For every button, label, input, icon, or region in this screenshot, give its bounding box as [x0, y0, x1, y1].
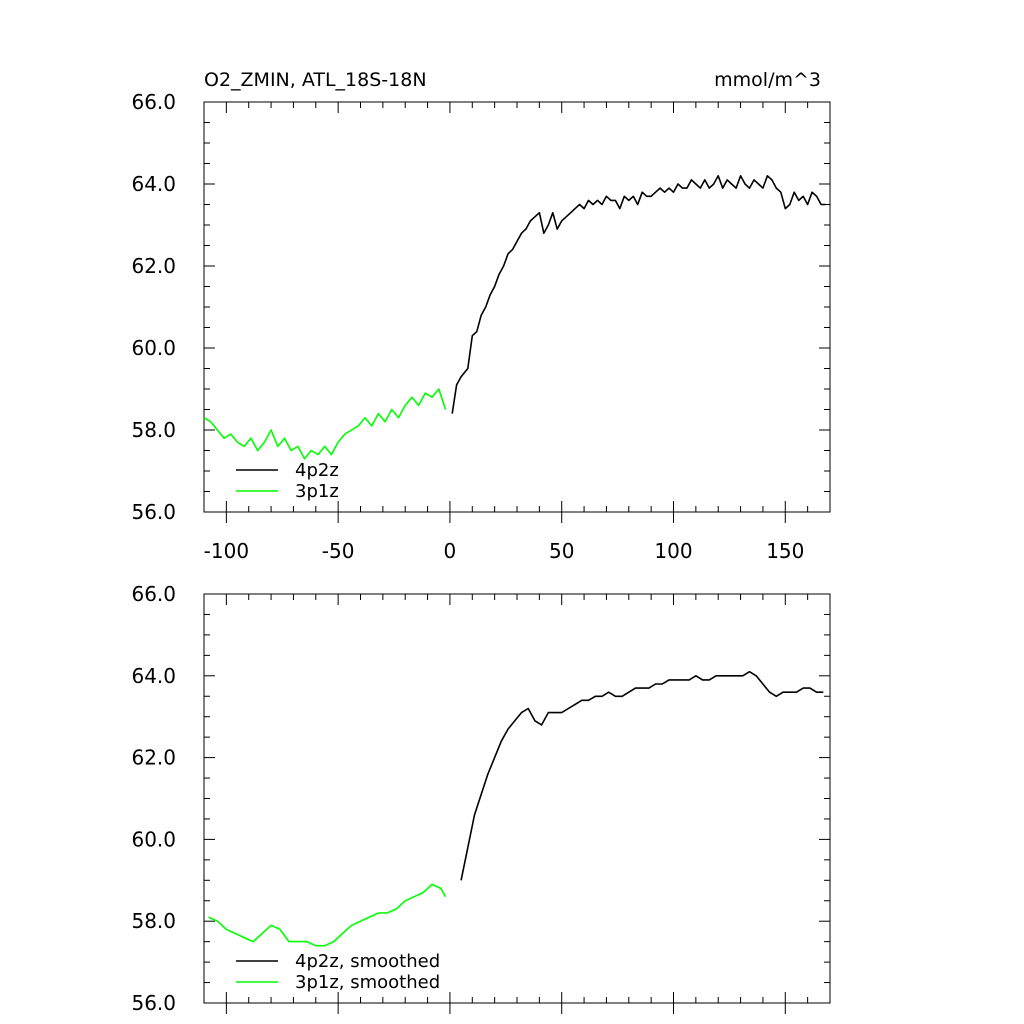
x-tick-label: 0	[444, 539, 457, 563]
y-tick-label: 62.0	[131, 254, 176, 278]
y-tick-label: 66.0	[131, 582, 176, 606]
bottom-panel: 56.0 58.0 60.0 62.0 64.0 66.0 4p2z, smoothed3p…	[131, 582, 831, 1015]
y-tick-label: 56.0	[131, 991, 176, 1015]
legend-label: 3p1z, smoothed	[295, 972, 440, 993]
x-tick-label: 50	[549, 539, 574, 563]
y-tick-label: 58.0	[131, 418, 176, 442]
series-line-3p1z	[208, 883, 447, 947]
y-tick-label: 64.0	[131, 664, 176, 688]
y-tick-label: 62.0	[131, 746, 176, 770]
legend-label: 3p1z	[295, 481, 339, 502]
x-tick-label: -50	[322, 539, 355, 563]
y-tick-label: 56.0	[131, 500, 176, 524]
top-panel: 56.0 58.0 60.0 62.0 64.0 66.0 -100 -50 0 50 100 150…	[131, 90, 831, 563]
series-line-4p2z	[451, 175, 826, 414]
y-tick-label: 66.0	[131, 90, 176, 114]
series-line-4p2z	[460, 670, 824, 881]
y-tick-label: 58.0	[131, 909, 176, 933]
chart-title: O2_ZMIN, ATL_18S-18N	[204, 69, 427, 91]
y-tick-label: 60.0	[131, 827, 176, 851]
x-tick-label: -100	[204, 539, 249, 563]
plot-frame	[203, 101, 831, 513]
y-tick-label: 64.0	[131, 172, 176, 196]
series-line-3p1z	[203, 388, 447, 460]
legend-label: 4p2z	[295, 460, 339, 481]
units-label: mmol/m^3	[714, 69, 821, 91]
x-tick-label: 100	[654, 539, 692, 563]
legend-label: 4p2z, smoothed	[295, 951, 440, 972]
y-tick-label: 60.0	[131, 336, 176, 360]
x-tick-label: 150	[766, 539, 804, 563]
